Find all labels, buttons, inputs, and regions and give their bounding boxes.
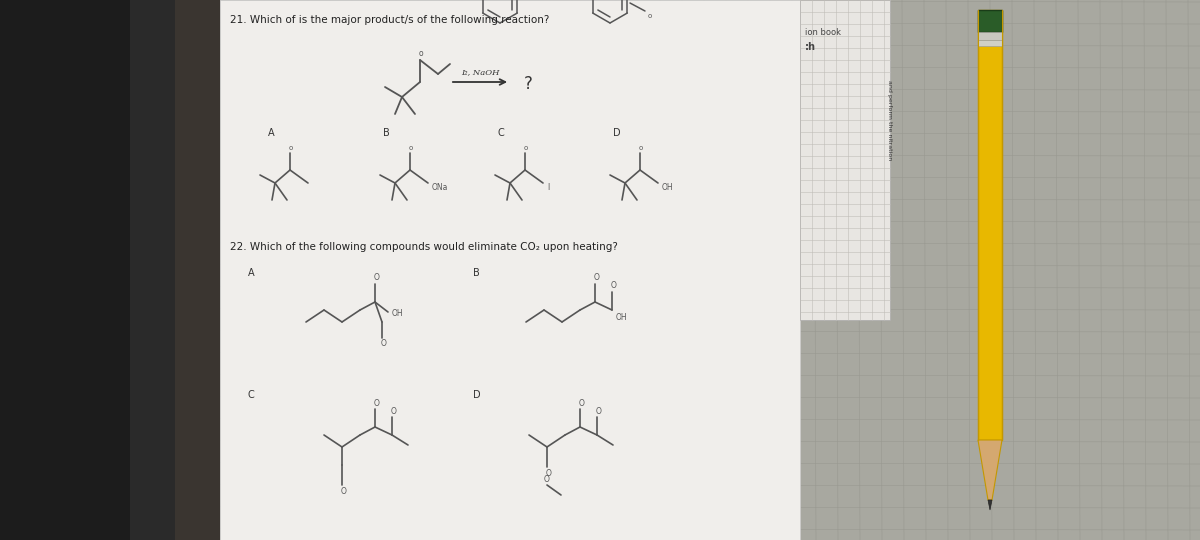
Text: ONa: ONa: [432, 183, 449, 192]
Text: ion book: ion book: [805, 28, 841, 37]
Text: B: B: [473, 268, 480, 278]
Text: O: O: [382, 340, 386, 348]
Text: o: o: [648, 13, 653, 19]
Text: C: C: [248, 390, 254, 400]
Bar: [220, 0, 800, 540]
Text: O: O: [374, 399, 380, 408]
Bar: [978, 32, 1002, 40]
Text: B: B: [383, 128, 390, 138]
Polygon shape: [978, 440, 1002, 500]
Text: O: O: [596, 407, 602, 415]
Text: OH: OH: [392, 309, 403, 319]
Text: o: o: [524, 145, 528, 151]
Text: ?: ?: [523, 75, 533, 93]
Text: o: o: [409, 145, 413, 151]
Text: and perform the nitration: and perform the nitration: [887, 80, 892, 160]
Text: D: D: [473, 390, 481, 400]
Text: O: O: [341, 487, 347, 496]
Text: A: A: [268, 128, 275, 138]
Text: O: O: [611, 281, 617, 291]
Text: I₂, NaOH: I₂, NaOH: [461, 68, 499, 76]
Text: O: O: [546, 469, 552, 477]
Text: I: I: [547, 183, 550, 192]
Text: O: O: [580, 399, 584, 408]
Bar: [0, 0, 185, 540]
Text: O: O: [374, 273, 380, 282]
Bar: [130, 0, 220, 540]
Text: OH: OH: [616, 314, 628, 322]
Polygon shape: [988, 500, 992, 510]
Text: :h: :h: [805, 42, 816, 52]
Text: O: O: [544, 475, 550, 483]
Text: o: o: [289, 145, 293, 151]
Text: A: A: [248, 268, 254, 278]
Text: o: o: [419, 50, 424, 58]
Text: D: D: [613, 128, 620, 138]
Text: OH: OH: [662, 183, 673, 192]
Text: 22. Which of the following compounds would eliminate CO₂ upon heating?: 22. Which of the following compounds wou…: [230, 242, 618, 252]
Text: o: o: [638, 145, 643, 151]
Text: O: O: [391, 407, 397, 415]
Text: 21. Which of is the major product/s of the following reaction?: 21. Which of is the major product/s of t…: [230, 15, 550, 25]
Bar: [978, 10, 1002, 32]
Bar: [978, 10, 1002, 440]
Bar: [175, 0, 220, 540]
Bar: [978, 40, 1002, 46]
Text: O: O: [594, 273, 600, 282]
Bar: [800, 0, 890, 320]
Text: C: C: [498, 128, 505, 138]
